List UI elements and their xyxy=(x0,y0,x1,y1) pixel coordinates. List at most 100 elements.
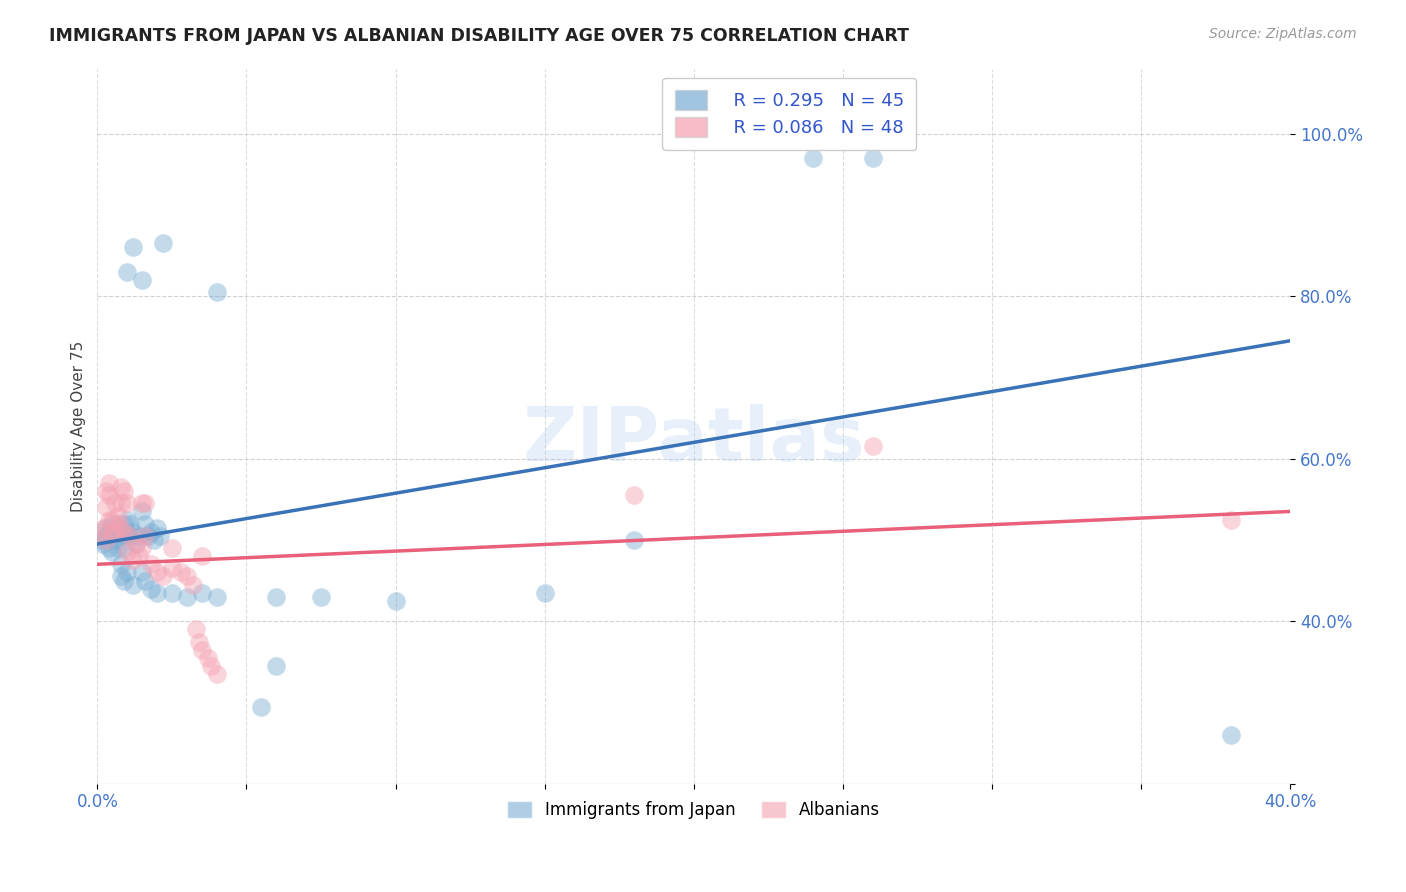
Point xyxy=(152,236,174,251)
Point xyxy=(110,569,132,583)
Point xyxy=(862,439,884,453)
Point xyxy=(107,521,129,535)
Point xyxy=(184,623,207,637)
Point xyxy=(115,265,138,279)
Point xyxy=(101,524,124,539)
Point xyxy=(1219,728,1241,742)
Point xyxy=(110,558,132,572)
Point xyxy=(190,642,212,657)
Point xyxy=(205,590,228,604)
Point xyxy=(120,516,142,531)
Point xyxy=(205,285,228,299)
Point xyxy=(115,566,138,580)
Point xyxy=(181,577,204,591)
Point xyxy=(122,553,145,567)
Point xyxy=(139,558,162,572)
Point xyxy=(115,513,138,527)
Point xyxy=(104,524,127,539)
Point xyxy=(264,659,287,673)
Point xyxy=(623,533,645,547)
Point xyxy=(115,496,138,510)
Point xyxy=(107,541,129,555)
Point xyxy=(110,521,132,535)
Point xyxy=(134,574,156,588)
Point xyxy=(146,521,169,535)
Point xyxy=(112,484,135,499)
Point xyxy=(96,521,118,535)
Point xyxy=(187,634,209,648)
Point xyxy=(110,496,132,510)
Point xyxy=(122,240,145,254)
Point xyxy=(98,524,121,539)
Point xyxy=(128,529,150,543)
Point xyxy=(149,529,172,543)
Point xyxy=(139,582,162,596)
Y-axis label: Disability Age Over 75: Disability Age Over 75 xyxy=(72,341,86,512)
Point xyxy=(110,480,132,494)
Point xyxy=(112,516,135,531)
Point xyxy=(250,699,273,714)
Point xyxy=(309,590,332,604)
Point xyxy=(122,577,145,591)
Point xyxy=(533,586,555,600)
Point xyxy=(160,561,183,575)
Point xyxy=(101,516,124,531)
Point xyxy=(134,516,156,531)
Point xyxy=(107,516,129,531)
Text: IMMIGRANTS FROM JAPAN VS ALBANIAN DISABILITY AGE OVER 75 CORRELATION CHART: IMMIGRANTS FROM JAPAN VS ALBANIAN DISABI… xyxy=(49,27,910,45)
Point xyxy=(98,513,121,527)
Point xyxy=(146,566,169,580)
Point xyxy=(1219,513,1241,527)
Point xyxy=(98,476,121,491)
Point xyxy=(98,541,121,555)
Point xyxy=(112,524,135,539)
Point xyxy=(200,659,222,673)
Point xyxy=(115,524,138,539)
Point xyxy=(131,541,153,555)
Point xyxy=(152,569,174,583)
Point xyxy=(115,545,138,559)
Point xyxy=(122,524,145,539)
Point xyxy=(104,496,127,510)
Point xyxy=(197,650,219,665)
Point xyxy=(96,533,118,547)
Point xyxy=(96,529,118,543)
Text: ZIPatlas: ZIPatlas xyxy=(523,404,865,477)
Point xyxy=(104,533,127,547)
Point xyxy=(131,504,153,518)
Point xyxy=(125,537,148,551)
Point xyxy=(131,566,153,580)
Point xyxy=(120,529,142,543)
Point xyxy=(623,488,645,502)
Point xyxy=(134,529,156,543)
Point xyxy=(101,513,124,527)
Point xyxy=(128,549,150,564)
Point xyxy=(160,541,183,555)
Point xyxy=(139,524,162,539)
Point xyxy=(104,524,127,539)
Point xyxy=(131,496,153,510)
Point xyxy=(862,151,884,165)
Point xyxy=(89,533,111,547)
Point xyxy=(112,541,135,555)
Point xyxy=(112,574,135,588)
Point xyxy=(91,521,114,535)
Point xyxy=(110,529,132,543)
Point xyxy=(190,549,212,564)
Point xyxy=(131,273,153,287)
Point xyxy=(264,590,287,604)
Point xyxy=(176,590,198,604)
Legend: Immigrants from Japan, Albanians: Immigrants from Japan, Albanians xyxy=(501,794,887,825)
Point xyxy=(136,529,159,543)
Point xyxy=(176,569,198,583)
Point xyxy=(91,537,114,551)
Point xyxy=(125,537,148,551)
Point xyxy=(120,529,142,543)
Point xyxy=(146,586,169,600)
Point xyxy=(107,508,129,523)
Point xyxy=(98,488,121,502)
Point xyxy=(143,533,166,547)
Point xyxy=(801,151,824,165)
Text: Source: ZipAtlas.com: Source: ZipAtlas.com xyxy=(1209,27,1357,41)
Point xyxy=(160,586,183,600)
